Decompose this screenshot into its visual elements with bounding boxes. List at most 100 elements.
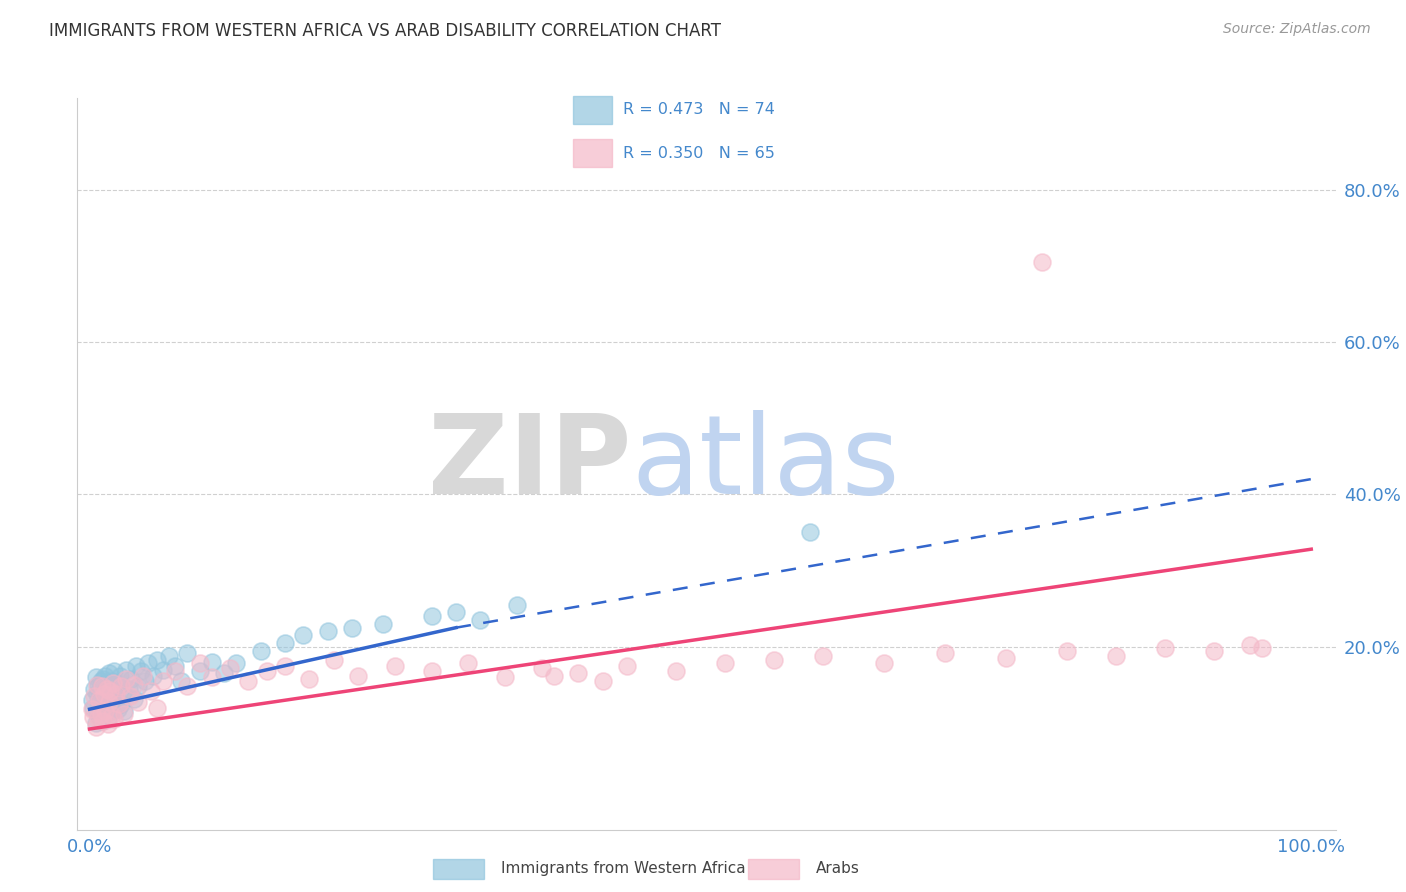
Text: ZIP: ZIP	[427, 410, 631, 517]
Point	[274, 658, 297, 673]
Point	[506, 598, 529, 612]
Point	[420, 664, 443, 678]
Point	[111, 685, 134, 699]
Point	[1202, 643, 1225, 657]
Point	[84, 715, 107, 730]
Point	[84, 720, 107, 734]
Point	[82, 710, 104, 724]
Point	[129, 664, 152, 678]
Point	[543, 668, 565, 682]
Point	[134, 673, 156, 688]
Point	[494, 670, 516, 684]
Point	[256, 664, 278, 678]
Point	[115, 672, 138, 686]
Point	[90, 690, 112, 704]
Point	[347, 668, 370, 682]
Point	[225, 657, 247, 671]
Text: R = 0.350   N = 65: R = 0.350 N = 65	[623, 146, 775, 161]
Point	[665, 664, 688, 678]
Point	[86, 705, 108, 719]
Point	[98, 687, 121, 701]
Point	[94, 668, 117, 682]
Bar	[574, 139, 612, 168]
Point	[994, 651, 1017, 665]
Point	[91, 672, 114, 686]
Point	[470, 613, 492, 627]
Point	[238, 673, 260, 688]
Text: atlas: atlas	[631, 410, 900, 517]
Point	[152, 663, 174, 677]
Point	[98, 697, 121, 711]
Point	[107, 702, 129, 716]
Point	[86, 678, 108, 692]
Point	[188, 664, 211, 678]
Point	[274, 636, 297, 650]
Point	[94, 705, 117, 719]
Point	[457, 657, 479, 671]
Point	[91, 699, 114, 714]
Point	[90, 673, 112, 688]
Point	[97, 685, 120, 699]
Point	[110, 697, 132, 711]
Point	[165, 664, 187, 678]
Point	[127, 695, 149, 709]
Point	[91, 714, 114, 729]
Point	[201, 670, 224, 684]
Point	[298, 672, 321, 686]
Point	[90, 679, 112, 693]
Point	[157, 648, 180, 663]
Point	[86, 687, 108, 701]
Point	[249, 643, 271, 657]
Point	[1031, 255, 1053, 269]
Point	[105, 687, 128, 701]
Point	[1251, 641, 1274, 656]
Text: Source: ZipAtlas.com: Source: ZipAtlas.com	[1223, 22, 1371, 37]
Bar	[574, 95, 612, 124]
Point	[110, 679, 132, 693]
Point	[90, 714, 112, 729]
Point	[89, 684, 111, 698]
Text: R = 0.473   N = 74: R = 0.473 N = 74	[623, 103, 775, 117]
Point	[105, 690, 128, 704]
Point	[80, 693, 103, 707]
Point	[145, 700, 167, 714]
Point	[316, 624, 339, 639]
Point	[93, 681, 115, 696]
Point	[714, 657, 737, 671]
Point	[1153, 641, 1175, 656]
Point	[103, 712, 125, 726]
Point	[1056, 643, 1078, 657]
Point	[98, 695, 121, 709]
Point	[117, 681, 139, 696]
Point	[80, 702, 103, 716]
Point	[188, 657, 211, 671]
Point	[108, 668, 131, 682]
Point	[420, 609, 443, 624]
Point	[83, 690, 105, 704]
Text: Immigrants from Western Africa: Immigrants from Western Africa	[501, 861, 745, 876]
Point	[105, 676, 128, 690]
Point	[872, 657, 894, 671]
Point	[118, 690, 141, 704]
Point	[112, 706, 135, 721]
Point	[212, 666, 235, 681]
Point	[96, 702, 118, 716]
Point	[112, 705, 135, 719]
Point	[122, 691, 145, 706]
Point	[145, 653, 167, 667]
Point	[122, 678, 145, 692]
Point	[100, 673, 122, 688]
Point	[104, 700, 127, 714]
Point	[371, 616, 394, 631]
Point	[170, 673, 193, 688]
Point	[93, 706, 115, 721]
Point	[934, 646, 956, 660]
Point	[90, 706, 112, 721]
Point	[1105, 648, 1128, 663]
Bar	[433, 858, 484, 879]
Point	[98, 666, 121, 681]
Point	[139, 684, 162, 698]
Point	[87, 697, 110, 711]
Point	[97, 717, 120, 731]
Point	[82, 700, 104, 714]
